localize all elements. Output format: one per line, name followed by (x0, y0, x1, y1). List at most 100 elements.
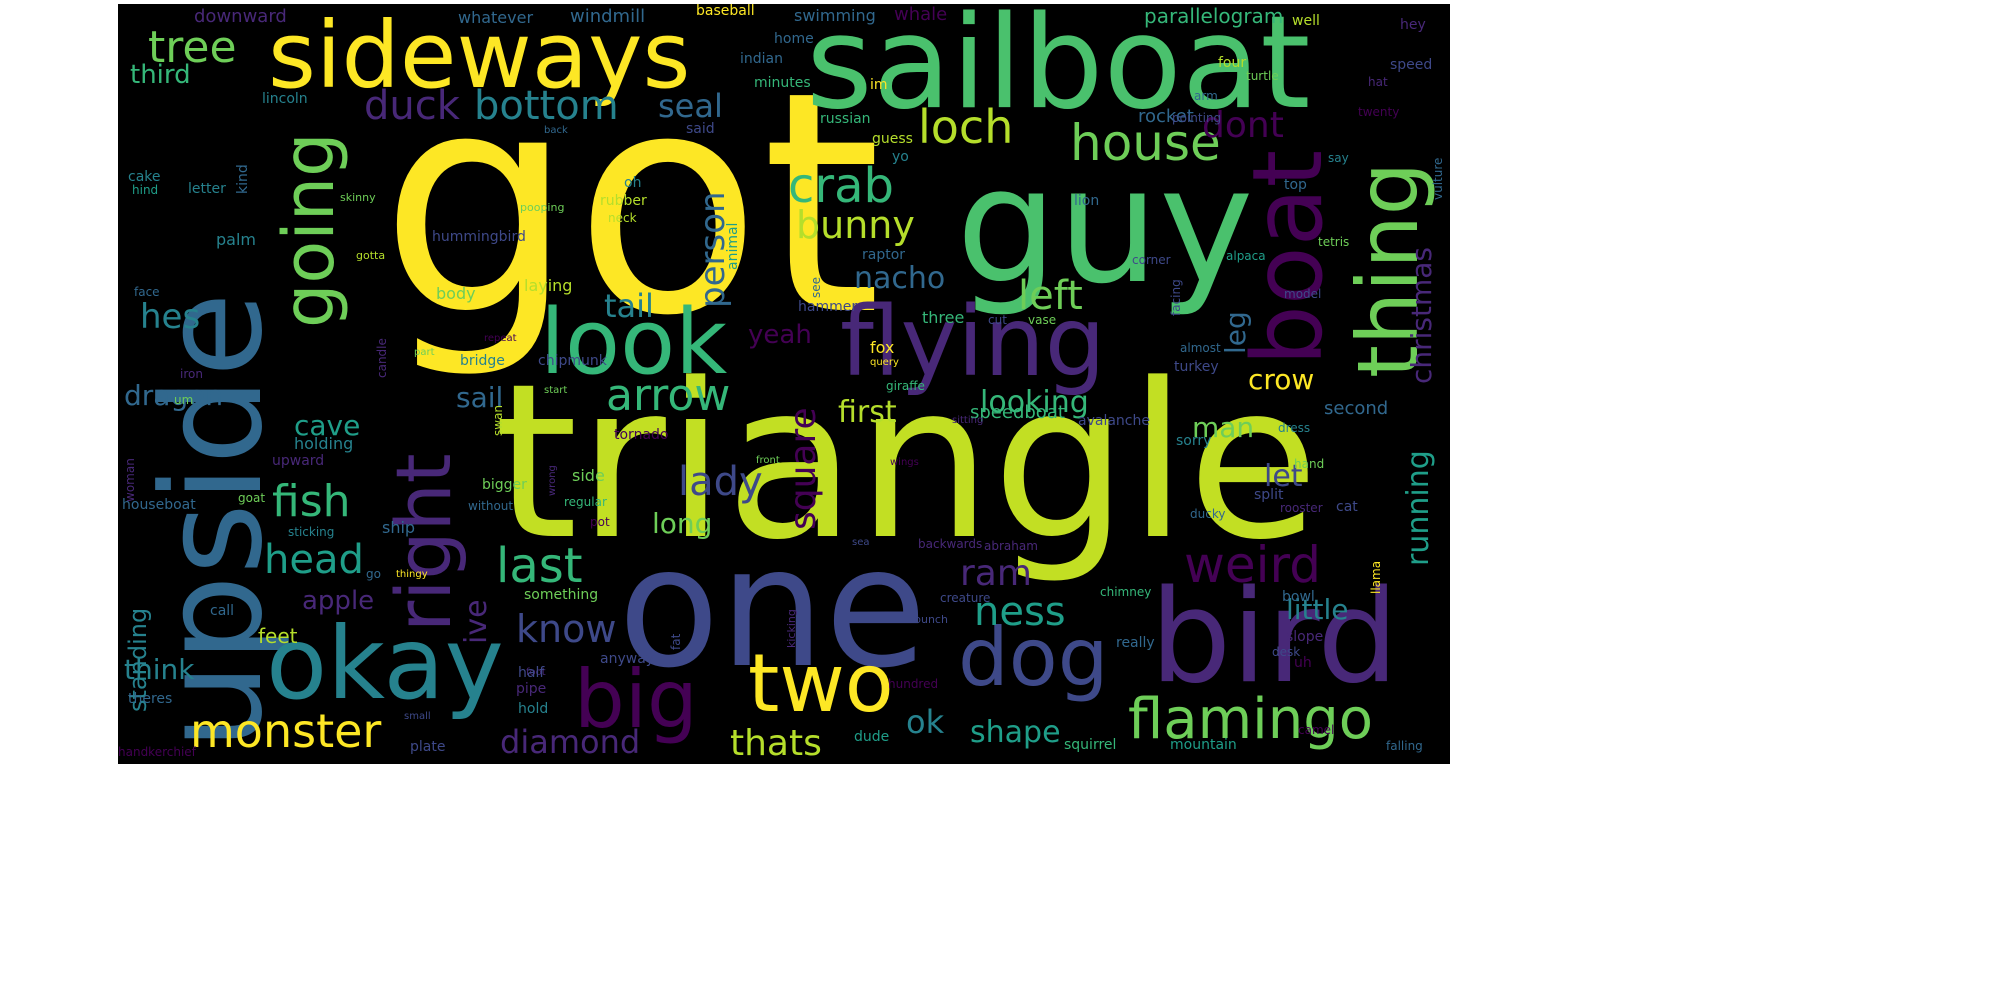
word: left (1018, 273, 1083, 319)
word: almost (1180, 341, 1221, 355)
word: weird (1184, 536, 1321, 594)
word: feet (258, 624, 298, 648)
word: cake (128, 169, 161, 185)
word: front (756, 455, 780, 466)
word: squirrel (1064, 737, 1117, 753)
word: speedboat (970, 402, 1065, 423)
word: crow (1248, 363, 1315, 396)
word: swan (491, 404, 505, 436)
word: split (1254, 487, 1284, 503)
word: rooster (1280, 501, 1323, 515)
word: dress (1278, 421, 1311, 435)
word: bottom (474, 83, 619, 129)
word: vulture (1431, 157, 1445, 200)
word: ness (974, 589, 1066, 635)
word: okay (266, 605, 504, 722)
word: body (436, 284, 476, 303)
word: ok (906, 703, 945, 741)
word: fish (272, 476, 351, 527)
word: woman (123, 458, 137, 502)
word: cave (294, 409, 361, 442)
word: chimney (1100, 585, 1152, 599)
word: hind (132, 183, 159, 197)
word: bird (1150, 563, 1399, 712)
word: little (1286, 593, 1349, 626)
word: corner (1132, 253, 1171, 267)
word: bunny (796, 203, 915, 247)
word: iron (180, 367, 203, 381)
word: abraham (984, 539, 1038, 553)
word: giraffe (886, 379, 925, 393)
word: foot (526, 667, 546, 678)
word: flamingo (1128, 687, 1373, 752)
word: avalanche (1078, 413, 1150, 429)
word: wrong (547, 465, 558, 496)
word: nacho (854, 261, 946, 296)
word: anyway (600, 651, 655, 667)
word: chipmunk (538, 353, 607, 369)
word: turtle (1246, 69, 1279, 83)
word: camel (1298, 723, 1335, 737)
word: dragon (124, 379, 224, 412)
word: thats (730, 723, 822, 764)
word: swimming (794, 6, 876, 25)
word: four (1218, 55, 1247, 71)
word: sea (852, 537, 870, 548)
word: apple (302, 586, 375, 616)
word: christmas (1405, 246, 1438, 384)
word: sticking (288, 525, 335, 539)
word: neck (608, 211, 637, 225)
word: two (748, 637, 894, 730)
word: fox (870, 338, 895, 357)
word: man (1192, 411, 1255, 444)
word: shape (970, 715, 1061, 750)
word: call (210, 603, 235, 619)
word: sideways (268, 4, 691, 109)
word: leg (1219, 311, 1252, 354)
word: bunch (914, 613, 948, 626)
word: backwards (918, 537, 983, 551)
word: tree (148, 22, 237, 73)
word: without (468, 499, 514, 513)
word: hold (518, 701, 549, 717)
word: three (922, 308, 965, 327)
word: arrow (606, 370, 731, 421)
word: laying (524, 276, 573, 295)
word: skinny (340, 191, 376, 204)
word: lion (1074, 193, 1100, 209)
word: cat (1336, 499, 1358, 515)
word: look (540, 290, 728, 395)
word: candle (375, 338, 389, 378)
word: bigger (482, 477, 527, 493)
word: whatever (458, 8, 534, 27)
word: really (1116, 635, 1155, 651)
word: twenty (1358, 105, 1400, 119)
word: rubber (600, 193, 647, 209)
word: top (1284, 177, 1307, 193)
word: face (134, 285, 160, 299)
word: loch (918, 100, 1014, 154)
word: lincoln (262, 91, 308, 107)
word: plate (410, 739, 446, 755)
word: third (130, 60, 191, 90)
word: head (264, 537, 364, 583)
word: sitting (952, 415, 984, 426)
word: last (496, 538, 583, 594)
word: russian (820, 111, 871, 127)
word: holding (294, 434, 354, 453)
word: guess (872, 131, 913, 147)
word: dog (958, 611, 1109, 704)
word: pipe (516, 681, 547, 697)
word: tornado (614, 427, 669, 443)
word: raptor (862, 247, 906, 263)
word: got (380, 27, 882, 383)
word: half (518, 665, 545, 681)
word: kind (235, 164, 251, 194)
word: houseboat (122, 497, 196, 513)
word: hand (1294, 457, 1325, 471)
word: goat (238, 491, 266, 505)
word: triangle (494, 338, 1320, 587)
word: long (652, 507, 713, 540)
word: speed (1390, 57, 1433, 73)
word: hummingbird (432, 229, 526, 245)
